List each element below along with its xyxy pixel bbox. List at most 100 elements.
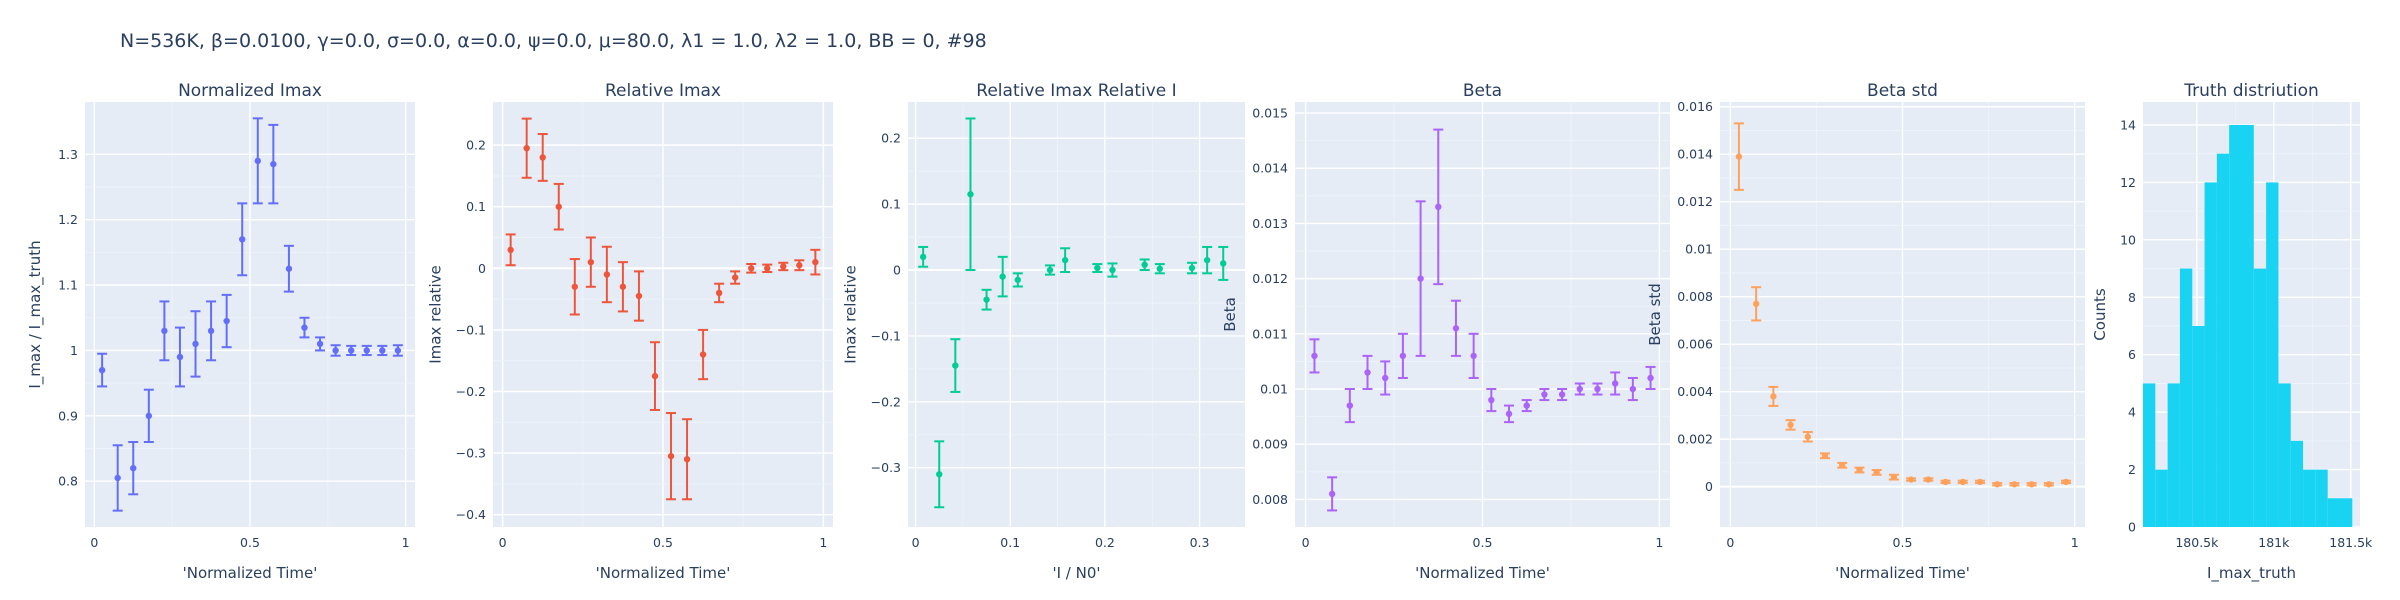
histogram-bar bbox=[2216, 153, 2230, 527]
data-point bbox=[999, 273, 1006, 280]
chart-title: Beta bbox=[1463, 81, 1502, 101]
y-tick-label: 0.011 bbox=[1252, 326, 1288, 341]
data-point bbox=[539, 154, 546, 161]
data-point bbox=[1014, 276, 1022, 284]
y-tick-label: 0 bbox=[478, 261, 486, 276]
data-point bbox=[1156, 265, 1164, 272]
data-point bbox=[301, 324, 308, 331]
y-tick-label: 10 bbox=[2120, 232, 2136, 247]
x-axis-label: 'Normalized Time' bbox=[183, 564, 318, 582]
y-tick-label: 0.004 bbox=[1677, 384, 1713, 399]
data-point bbox=[1203, 256, 1211, 264]
data-point bbox=[332, 347, 339, 354]
data-point bbox=[1470, 352, 1477, 360]
data-point bbox=[667, 452, 675, 460]
data-point bbox=[1399, 352, 1407, 360]
data-points bbox=[1733, 122, 2072, 488]
data-point bbox=[130, 464, 137, 472]
histogram-bar bbox=[2204, 182, 2217, 528]
x-tick-label: 0.1 bbox=[1000, 535, 1020, 550]
x-tick-label: 0 bbox=[912, 535, 920, 550]
data-point bbox=[731, 274, 739, 281]
chart-title: Truth distriution bbox=[2183, 81, 2319, 101]
data-point bbox=[1141, 261, 1148, 268]
y-tick-label: 0.2 bbox=[466, 138, 486, 153]
histogram-bar bbox=[2315, 469, 2328, 527]
x-tick-label: 0 bbox=[90, 535, 98, 550]
x-tick-label: 0.5 bbox=[240, 535, 260, 550]
chart-title: Beta std bbox=[1867, 81, 1938, 101]
data-point bbox=[1925, 476, 1932, 483]
x-tick-label: 1 bbox=[1655, 535, 1663, 550]
y-tick-label: 0.9 bbox=[58, 408, 78, 423]
gridlines bbox=[85, 102, 415, 527]
data-point bbox=[1558, 391, 1566, 398]
x-axis-label: 'I / N0' bbox=[1052, 564, 1100, 582]
x-tick-label: 181.5k bbox=[2329, 535, 2373, 550]
data-point bbox=[967, 191, 974, 198]
data-point bbox=[394, 347, 402, 354]
data-point bbox=[270, 160, 277, 168]
x-tick-label: 1 bbox=[402, 535, 410, 550]
y-tick-label: 0.1 bbox=[466, 199, 486, 214]
histogram-bar bbox=[2229, 124, 2242, 528]
histogram-bar bbox=[2179, 268, 2193, 527]
chart-panel-4: 0 0.5 1 0.008 0.009 0.01 0.011 0.012 0.013 0.014 0… bbox=[1221, 81, 1670, 582]
y-tick-label: 0.01 bbox=[1260, 382, 1288, 397]
chart-title: Relative Imax Relative I bbox=[976, 81, 1176, 101]
data-point bbox=[2062, 478, 2070, 486]
data-point bbox=[1611, 380, 1619, 387]
y-tick-label: 0.014 bbox=[1252, 161, 1288, 176]
data-point bbox=[1993, 481, 2001, 488]
y-tick-label: 4 bbox=[2128, 405, 2136, 420]
x-axis-label: 'Normalized Time' bbox=[1835, 564, 1970, 582]
data-point bbox=[507, 246, 514, 254]
data-point bbox=[1647, 374, 1654, 382]
y-axis-label: I_max / I_max_truth bbox=[26, 240, 45, 388]
chart-panel-2: 0 0.5 1 −0.4 −0.3 −0.2 −0.1 0 0.1 0.2 Relative Ima… bbox=[427, 81, 833, 582]
x-axis-label: I_max_truth bbox=[2207, 564, 2296, 583]
histogram-bar bbox=[2303, 469, 2316, 527]
data-point bbox=[1311, 352, 1318, 360]
y-tick-label: 8 bbox=[2128, 290, 2136, 305]
data-points bbox=[97, 117, 403, 512]
data-point bbox=[523, 144, 530, 152]
data-point bbox=[571, 283, 578, 290]
data-point bbox=[1839, 462, 1846, 469]
data-point bbox=[347, 347, 355, 354]
histogram-bars bbox=[2143, 124, 2353, 528]
y-tick-label: 0 bbox=[893, 263, 901, 278]
data-point bbox=[1220, 260, 1227, 267]
data-point bbox=[176, 353, 184, 361]
y-axis-label: Imax relative bbox=[842, 265, 860, 363]
data-point bbox=[936, 471, 943, 478]
data-point bbox=[379, 347, 386, 354]
x-tick-label: 0.2 bbox=[1095, 535, 1115, 550]
data-point bbox=[1907, 476, 1915, 483]
data-point bbox=[651, 372, 659, 380]
histogram-bar bbox=[2266, 182, 2279, 528]
y-axis-label: Beta std bbox=[1646, 283, 1664, 346]
y-tick-label: 0.008 bbox=[1677, 289, 1713, 304]
data-point bbox=[796, 262, 803, 269]
data-point bbox=[1346, 402, 1354, 409]
gridlines bbox=[1720, 102, 2085, 527]
y-tick-label: 6 bbox=[2128, 347, 2136, 362]
x-tick-label: 181k bbox=[2258, 535, 2290, 550]
data-point bbox=[1821, 452, 1829, 459]
y-tick-label: −0.3 bbox=[871, 460, 901, 475]
y-tick-label: 2 bbox=[2128, 462, 2136, 477]
y-axis-label: Beta bbox=[1221, 297, 1239, 332]
histogram-bar bbox=[2155, 469, 2168, 527]
data-point bbox=[1629, 385, 1637, 393]
y-tick-label: 12 bbox=[2120, 175, 2136, 190]
data-point bbox=[1094, 264, 1101, 272]
data-point bbox=[363, 347, 370, 354]
data-point bbox=[1959, 478, 1966, 486]
histogram-bar bbox=[2339, 498, 2353, 527]
gridlines bbox=[1295, 102, 1670, 527]
data-point bbox=[1890, 473, 1898, 481]
data-point bbox=[1594, 385, 1601, 393]
histogram-bar bbox=[2241, 124, 2254, 528]
